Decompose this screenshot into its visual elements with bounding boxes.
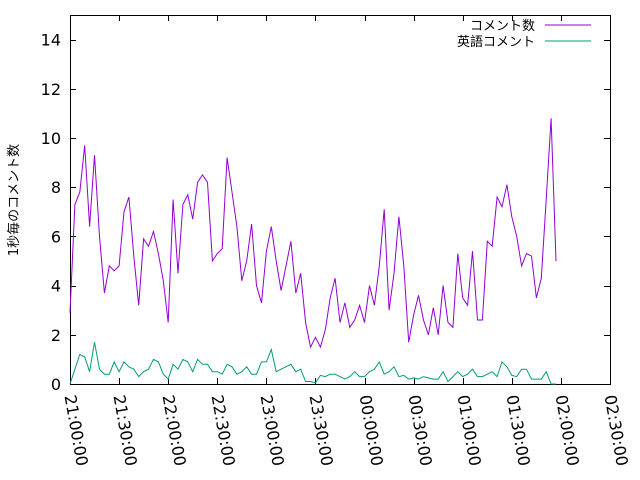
y-tick-label: 2 bbox=[51, 326, 61, 345]
series-line-english-comments bbox=[69, 342, 556, 385]
x-tick-label: 23:00:00 bbox=[257, 393, 288, 467]
x-tick-label: 23:30:00 bbox=[306, 393, 337, 467]
legend: コメント数 英語コメント bbox=[457, 19, 591, 50]
x-axis: 21:00:00 21:30:00 22:00:00 22:30:00 23:00:00… bbox=[61, 15, 632, 467]
x-tick-label: 01:00:00 bbox=[454, 393, 485, 467]
y-tick-label: 8 bbox=[51, 178, 61, 197]
x-tick-label: 00:00:00 bbox=[356, 393, 387, 467]
x-tick-label: 22:00:00 bbox=[159, 393, 190, 467]
y-axis: 0 2 4 6 8 10 12 14 bbox=[41, 31, 610, 394]
y-tick-label: 6 bbox=[51, 227, 61, 246]
series-line-comments bbox=[69, 118, 557, 349]
legend-label-english-comments: 英語コメント bbox=[457, 34, 535, 50]
y-axis-label: 1秒毎のコメント数 bbox=[6, 144, 22, 256]
x-tick-label: 00:30:00 bbox=[405, 393, 436, 467]
y-tick-label: 0 bbox=[51, 375, 61, 394]
legend-label-comments: コメント数 bbox=[470, 19, 535, 34]
x-tick-label: 21:00:00 bbox=[61, 393, 92, 467]
series-lines bbox=[69, 118, 557, 385]
x-tick-label: 02:00:00 bbox=[552, 393, 583, 467]
y-tick-label: 10 bbox=[41, 129, 61, 148]
x-tick-label: 01:30:00 bbox=[503, 393, 534, 467]
y-tick-label: 12 bbox=[41, 80, 61, 99]
x-tick-label: 21:30:00 bbox=[110, 393, 141, 467]
plot-frame bbox=[70, 15, 611, 385]
y-tick-label: 4 bbox=[51, 277, 61, 296]
x-tick-label: 22:30:00 bbox=[208, 393, 239, 467]
x-tick-label: 02:30:00 bbox=[601, 393, 632, 467]
y-tick-label: 14 bbox=[41, 31, 61, 50]
